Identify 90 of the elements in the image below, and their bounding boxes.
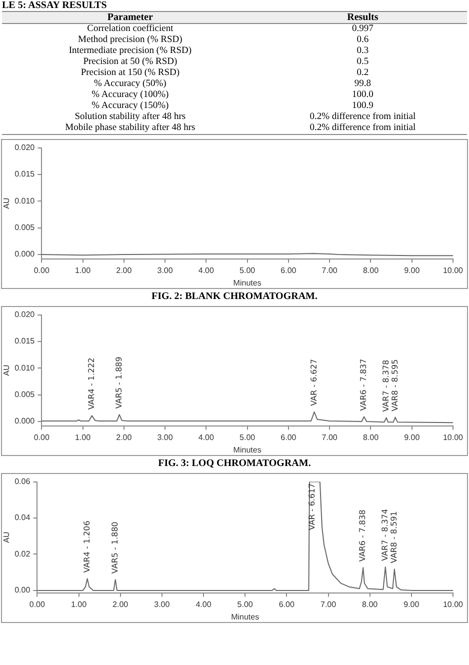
x-tick-label: 2.00 bbox=[112, 600, 129, 609]
x-tick-label: 7.00 bbox=[322, 266, 338, 275]
x-tick-label: 5.00 bbox=[237, 600, 254, 609]
y-tick-label: 0.04 bbox=[14, 513, 31, 522]
y-axis-title: AU bbox=[2, 364, 12, 376]
text: LE 5: ASSAY RESULTS bbox=[2, 0, 108, 11]
y-tick-label: 0.015 bbox=[14, 336, 36, 346]
x-tick-label: 3.00 bbox=[154, 600, 170, 609]
x-tick-label: 8.00 bbox=[362, 266, 380, 275]
text: Parameter bbox=[2, 12, 258, 24]
y-tick-label: 0.005 bbox=[14, 390, 36, 400]
text: 0.2% difference from initial bbox=[308, 112, 417, 123]
text: % Accuracy (100%) bbox=[90, 90, 170, 101]
x-tick-label: 0.00 bbox=[34, 432, 50, 442]
x-tick-label: 0.00 bbox=[34, 266, 50, 275]
x-tick-label: 3.00 bbox=[157, 432, 174, 442]
x-tick-label: 4.00 bbox=[198, 266, 215, 275]
annotation: VAR7 - 8.378 bbox=[381, 360, 390, 412]
text: 100.0 bbox=[350, 90, 374, 101]
x-axis-title: Minutes bbox=[233, 445, 262, 454]
text: 0.2 bbox=[356, 68, 370, 79]
x-tick-label: 8.00 bbox=[362, 600, 378, 609]
x-tick-label: 4.00 bbox=[198, 432, 215, 442]
y-tick-label: 0.015 bbox=[14, 170, 36, 179]
annotation: VAR4 - 1.206 bbox=[82, 520, 92, 573]
text: Results bbox=[258, 12, 467, 24]
annotation: VAR6 - 7.837 bbox=[359, 358, 368, 411]
x-axis-title: Minutes bbox=[231, 612, 260, 622]
text: 100.9 bbox=[350, 101, 374, 112]
text: Precision at 50 (% RSD) bbox=[82, 57, 178, 68]
x-tick-label: 5.00 bbox=[240, 266, 256, 275]
x-tick-label: 9.00 bbox=[404, 432, 420, 442]
text: Correlation coefficient bbox=[86, 24, 174, 35]
annotation: VAR - 6.617 bbox=[307, 483, 316, 530]
y-axis-title: AU bbox=[2, 198, 12, 209]
text: 0.2% difference from initial bbox=[258, 123, 467, 134]
annotation: VAR8 - 8.591 bbox=[389, 511, 398, 564]
caption: FIG. 3: LOQ CHROMATOGRAM. bbox=[157, 458, 312, 469]
x-tick-label: 4.00 bbox=[196, 600, 212, 609]
text: 0.997 bbox=[350, 24, 374, 35]
annotation: VAR5 - 1.889 bbox=[114, 356, 124, 409]
y-tick-label: 0.02 bbox=[14, 549, 31, 558]
x-tick-label: 7.00 bbox=[322, 432, 338, 442]
annotation: VAR - 6.627 bbox=[309, 359, 318, 406]
x-tick-label: 1.00 bbox=[70, 600, 88, 609]
x-tick-label: 1.00 bbox=[74, 432, 92, 442]
x-tick-label: 6.00 bbox=[280, 432, 297, 442]
x-tick-label: 6.00 bbox=[280, 266, 297, 275]
text: 0.6 bbox=[356, 35, 370, 46]
x-tick-label: 10.00 bbox=[442, 600, 464, 609]
annotation: VAR7 - 8.374 bbox=[380, 508, 390, 561]
x-tick-label: 2.00 bbox=[116, 266, 132, 275]
annotation: VAR4 - 1.222 bbox=[86, 358, 96, 410]
x-tick-label: 3.00 bbox=[157, 266, 174, 275]
text: 99.8 bbox=[353, 79, 372, 90]
y-tick-label: 0.005 bbox=[14, 223, 36, 232]
annotation: VAR5 - 1.880 bbox=[110, 522, 120, 574]
y-tick-label: 0.020 bbox=[14, 310, 36, 320]
x-axis-title: Minutes bbox=[233, 278, 262, 288]
x-tick-label: 6.00 bbox=[278, 600, 295, 609]
annotation: VAR6 - 7.838 bbox=[358, 510, 368, 562]
x-tick-label: 10.00 bbox=[442, 266, 464, 275]
text: % Accuracy (150%) bbox=[90, 101, 170, 112]
y-tick-label: 0.06 bbox=[14, 477, 31, 486]
y-tick-label: 0.000 bbox=[14, 416, 36, 426]
y-tick-label: 0.010 bbox=[14, 196, 36, 206]
y-tick-label: 0.000 bbox=[14, 250, 36, 259]
text: Solution stability after 48 hrs bbox=[74, 112, 187, 123]
x-tick-label: 9.00 bbox=[404, 266, 420, 275]
x-tick-label: 2.00 bbox=[116, 432, 132, 442]
x-tick-label: 8.00 bbox=[362, 432, 380, 442]
x-tick-label: 9.00 bbox=[404, 600, 420, 609]
text: Precision at 150 (% RSD) bbox=[80, 68, 181, 79]
x-tick-label: 7.00 bbox=[320, 600, 337, 609]
x-tick-label: 10.00 bbox=[442, 432, 464, 442]
y-tick-label: 0.00 bbox=[14, 586, 31, 595]
y-axis-title: AU bbox=[2, 532, 12, 543]
x-tick-label: 1.00 bbox=[74, 266, 92, 275]
text: % Accuracy (50%) bbox=[93, 79, 168, 90]
annotation: VAR8 - 8.595 bbox=[390, 359, 400, 412]
caption: FIG. 2: BLANK CHROMATOGRAM. bbox=[150, 291, 318, 302]
y-tick-label: 0.010 bbox=[14, 363, 36, 372]
text: Intermediate precision (% RSD) bbox=[68, 46, 192, 57]
text: 0.3 bbox=[356, 46, 370, 57]
text: Method precision (% RSD) bbox=[77, 35, 184, 46]
y-tick-label: 0.020 bbox=[14, 143, 36, 152]
text: 0.5 bbox=[356, 57, 370, 68]
x-tick-label: 0.00 bbox=[29, 600, 46, 609]
x-tick-label: 5.00 bbox=[240, 432, 256, 442]
text: Mobile phase stability after 48 hrs bbox=[2, 123, 258, 134]
